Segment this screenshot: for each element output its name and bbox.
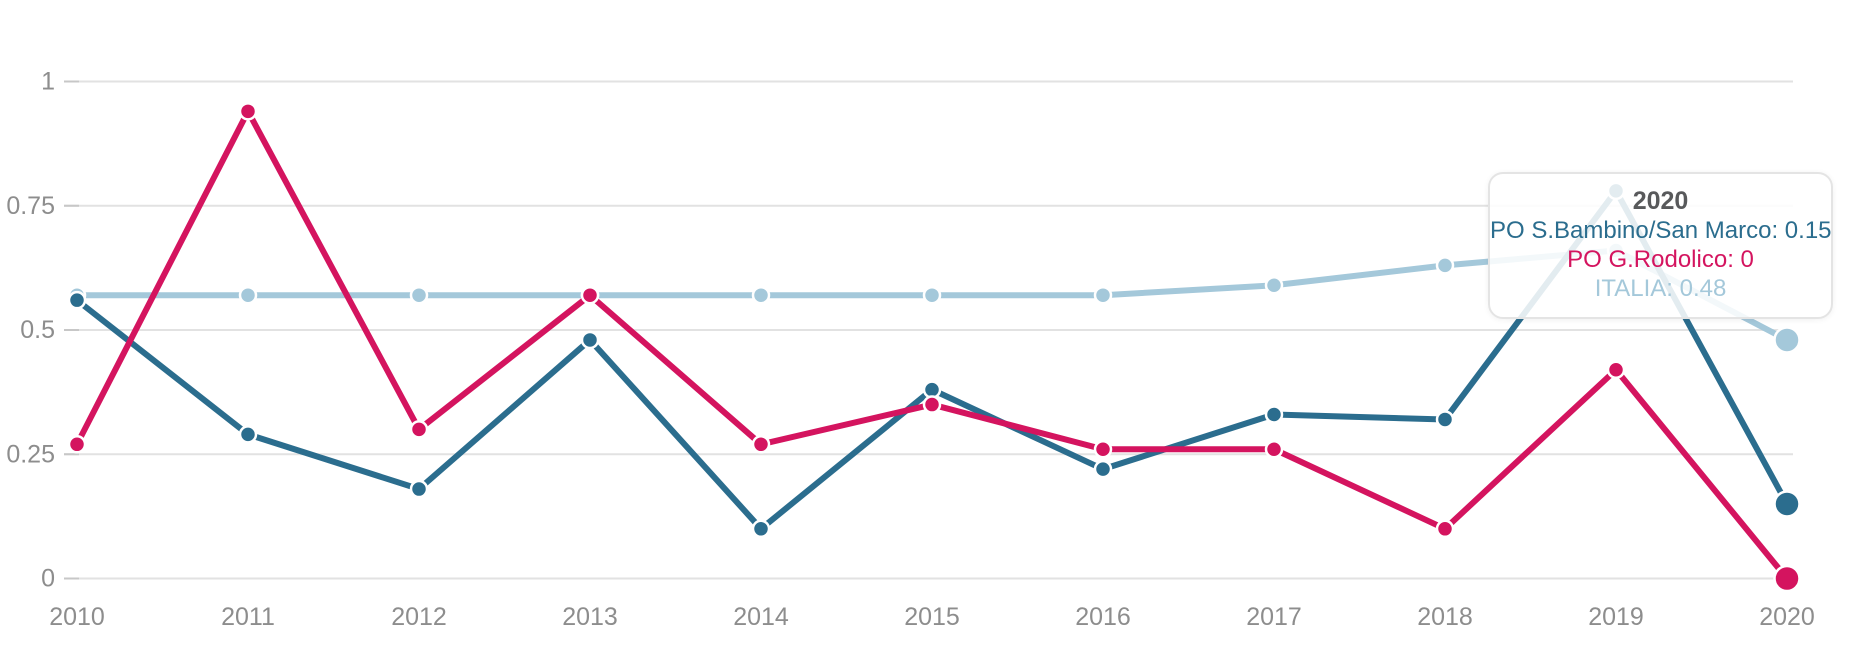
tooltip-series-rodolico: PO G.Rodolico: 0 [1567, 246, 1754, 273]
data-point[interactable] [1264, 405, 1284, 424]
data-point[interactable] [1435, 519, 1455, 539]
x-axis-tick-label: 2020 [1759, 603, 1815, 631]
data-point[interactable] [751, 435, 771, 454]
y-axis-tick-label: 0.5 [20, 316, 55, 344]
data-point[interactable] [922, 380, 942, 399]
data-point[interactable] [580, 330, 600, 350]
y-axis-tick-label: 0.25 [6, 440, 55, 468]
y-axis-tick-label: 1 [41, 68, 55, 96]
x-axis-tick-label: 2012 [391, 603, 447, 631]
x-axis-labels: 2010 2011 2012 2013 2014 2015 2016 2017 2018 2019… [49, 603, 1815, 631]
x-axis-tick-label: 2010 [49, 603, 105, 631]
x-axis-tick-label: 2016 [1075, 603, 1131, 631]
data-point[interactable] [67, 435, 87, 454]
data-point[interactable] [409, 420, 429, 439]
y-axis-labels: 0 0.25 0.5 0.75 1 [6, 68, 55, 593]
data-point[interactable] [1773, 326, 1801, 354]
data-point[interactable] [238, 425, 258, 444]
data-point[interactable] [238, 285, 258, 305]
x-axis-tick-label: 2014 [733, 603, 789, 631]
data-point[interactable] [1435, 256, 1455, 275]
y-axis-tick-label: 0.75 [6, 192, 55, 220]
x-axis-tick-label: 2011 [221, 603, 275, 631]
tooltip-title: 2020 [1632, 187, 1689, 215]
data-point[interactable] [238, 102, 258, 121]
data-point[interactable] [580, 285, 600, 305]
data-point[interactable] [1093, 459, 1113, 479]
data-point[interactable] [1435, 410, 1455, 429]
data-point[interactable] [409, 479, 429, 499]
data-point[interactable] [1093, 440, 1113, 459]
tooltip-series-italia: ITALIA: 0.48 [1594, 275, 1727, 302]
x-axis-tick-label: 2013 [562, 603, 618, 631]
data-point[interactable] [922, 395, 942, 414]
data-point[interactable] [1093, 285, 1113, 305]
tooltip-series-sbambino: PO S.Bambino/San Marco: 0.15 [1490, 217, 1832, 244]
data-point[interactable] [1773, 490, 1801, 518]
gridlines [64, 80, 1793, 580]
data-point[interactable] [1773, 564, 1801, 593]
data-point[interactable] [1606, 360, 1626, 380]
y-axis-tick-label: 0 [41, 565, 55, 593]
data-point[interactable] [1264, 276, 1284, 295]
series-po-g-rodolico [67, 102, 1801, 593]
data-point[interactable] [1264, 440, 1284, 459]
data-point[interactable] [751, 285, 771, 305]
data-point[interactable] [922, 285, 942, 305]
x-axis-tick-label: 2019 [1588, 603, 1644, 631]
data-point[interactable] [751, 519, 771, 539]
data-point[interactable] [409, 285, 429, 305]
data-point[interactable] [67, 290, 87, 310]
x-axis-tick-label: 2018 [1417, 603, 1473, 631]
x-axis-tick-label: 2015 [904, 603, 960, 631]
tooltip: 2020 PO S.Bambino/San Marco: 0.15 PO G.R… [1488, 172, 1833, 319]
x-axis-tick-label: 2017 [1246, 603, 1302, 631]
